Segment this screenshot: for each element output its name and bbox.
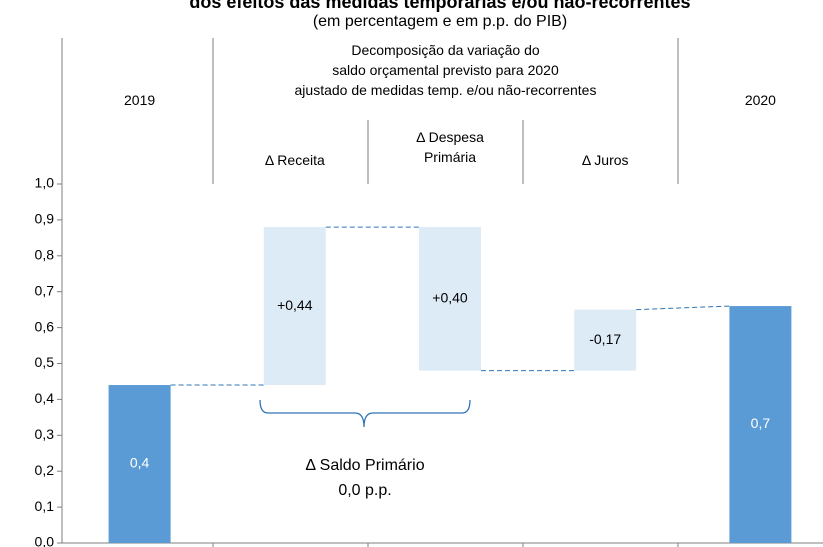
header-lines <box>61 38 823 547</box>
bar <box>263 227 326 386</box>
category-label: 2019 <box>124 92 156 108</box>
group-header-line: ajustado de medidas temp. e/ou não-recor… <box>294 82 597 98</box>
connector <box>636 305 730 311</box>
y-tick-label: 0,7 <box>35 282 55 298</box>
chart-title: dos efeitos das medidas temporárias e/ou… <box>189 0 690 12</box>
group-header-line: saldo orçamental previsto para 2020 <box>332 62 559 78</box>
y-tick-label: 0,8 <box>35 247 55 263</box>
value-label: 0,7 <box>751 415 771 431</box>
y-tick-label: 0,1 <box>35 498 55 514</box>
y-tick-label: 0,9 <box>35 211 55 227</box>
category-label: Δ Juros <box>581 152 629 168</box>
value-label: +0,40 <box>432 290 468 306</box>
value-label: 0,4 <box>130 455 150 471</box>
y-tick-label: 0,0 <box>35 534 55 547</box>
group-header: Decomposição da variação do saldo orçame… <box>213 40 678 100</box>
y-tick-label: 0,4 <box>35 390 55 406</box>
value-label: -0,17 <box>589 331 621 347</box>
annotation: 0,0 p.p. <box>338 482 391 499</box>
category-label: Δ Despesa Primária <box>416 129 484 165</box>
y-tick-label: 0,6 <box>35 318 55 334</box>
y-tick-label: 0,2 <box>35 462 55 478</box>
y-tick-label: 1,0 <box>35 175 55 191</box>
group-header-line: Decomposição da variação do <box>351 42 540 58</box>
bar <box>574 309 637 371</box>
brace <box>259 399 471 428</box>
bar <box>729 306 792 543</box>
category-label: 2020 <box>744 92 776 108</box>
bar <box>108 385 171 543</box>
y-tick-label: 0,5 <box>35 354 55 370</box>
bar <box>419 227 481 371</box>
chart-subtitle: (em percentagem e em p.p. do PIB) <box>313 13 567 30</box>
value-label: +0,44 <box>277 297 313 313</box>
category-label: Δ Receita <box>264 152 325 168</box>
y-tick-label: 0,3 <box>35 426 55 442</box>
annotation: Δ Saldo Primário <box>305 457 424 474</box>
